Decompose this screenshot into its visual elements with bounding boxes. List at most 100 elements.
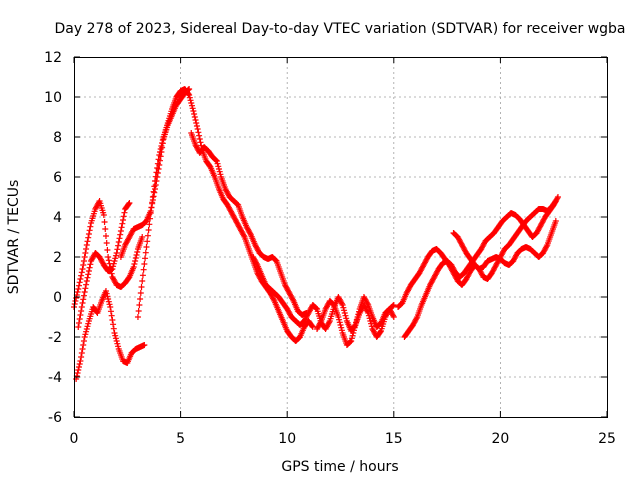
data-point	[85, 268, 92, 274]
data-point	[84, 274, 91, 281]
data-point	[112, 335, 119, 342]
y-tick-label: 12	[44, 50, 62, 66]
data-point	[107, 308, 114, 315]
data-point	[155, 156, 162, 163]
data-point	[341, 310, 348, 316]
data-point	[110, 325, 117, 332]
data-point	[78, 354, 85, 360]
data-point	[135, 308, 142, 314]
series-track-i	[401, 194, 561, 340]
data-point	[141, 342, 148, 348]
data-point	[117, 228, 124, 234]
y-tick-label: -6	[48, 410, 62, 426]
data-point	[76, 361, 83, 367]
data-point	[110, 321, 117, 328]
data-point	[101, 219, 108, 225]
data-point	[368, 323, 375, 330]
chart-title: Day 278 of 2023, Sidereal Day-to-day VTE…	[54, 21, 625, 37]
data-point	[335, 314, 342, 320]
data-point	[240, 232, 247, 239]
data-point	[132, 255, 139, 261]
data-point	[84, 238, 91, 245]
data-point	[77, 358, 84, 364]
series-track-e	[134, 86, 316, 344]
series-track-k	[450, 218, 559, 272]
data-point	[105, 298, 112, 305]
data-point	[126, 200, 133, 206]
data-point	[113, 250, 120, 256]
data-point	[80, 342, 87, 348]
data-point	[142, 255, 149, 262]
data-point	[543, 243, 550, 250]
data-point	[80, 296, 87, 303]
data-point	[83, 242, 90, 248]
data-point	[215, 163, 222, 170]
data-point	[109, 317, 116, 323]
data-point	[81, 289, 88, 295]
data-point	[84, 323, 91, 330]
data-point	[309, 323, 316, 329]
data-point	[139, 234, 146, 240]
data-point	[78, 269, 85, 276]
data-point	[119, 220, 126, 227]
data-point	[367, 318, 374, 324]
y-tick-label: 2	[53, 250, 62, 266]
x-tick-label: 0	[70, 431, 79, 447]
data-point	[340, 304, 347, 311]
data-point	[78, 304, 85, 310]
data-point	[349, 332, 356, 339]
data-point	[214, 160, 221, 167]
data-point	[103, 290, 110, 297]
series-track-a	[71, 198, 146, 310]
data-point	[197, 139, 204, 146]
data-point	[72, 298, 79, 304]
data-point	[365, 310, 372, 316]
data-point	[118, 224, 125, 231]
data-point	[137, 290, 144, 296]
data-point	[132, 258, 139, 264]
data-point	[413, 315, 420, 322]
series-track-c	[75, 200, 133, 330]
data-point	[74, 370, 81, 376]
data-point	[147, 210, 154, 216]
data-point	[102, 233, 109, 239]
data-point	[326, 319, 333, 326]
data-point	[138, 284, 145, 290]
data-point	[80, 262, 87, 268]
data-point	[194, 126, 201, 132]
data-point	[83, 281, 90, 288]
data-point	[81, 334, 88, 340]
data-point	[116, 235, 123, 242]
data-point	[552, 198, 559, 204]
y-tick-label: 10	[44, 90, 62, 106]
data-point	[77, 276, 84, 282]
data-point	[337, 322, 344, 328]
series-track-g	[250, 254, 397, 334]
data-point	[85, 271, 92, 278]
data-point	[215, 166, 222, 172]
data-point	[106, 301, 113, 308]
data-point	[157, 146, 164, 152]
data-point	[159, 137, 166, 143]
data-point	[75, 367, 82, 373]
data-point	[105, 296, 112, 302]
data-point	[348, 338, 355, 344]
data-point	[552, 199, 559, 205]
data-point	[85, 234, 92, 241]
data-point	[134, 249, 141, 255]
data-point	[130, 264, 137, 270]
data-point	[104, 293, 111, 300]
data-point	[113, 338, 120, 344]
x-tick-label: 15	[385, 431, 403, 447]
data-point	[156, 149, 163, 155]
x-tick-label: 5	[176, 431, 185, 447]
data-point	[76, 316, 83, 322]
data-point	[80, 258, 87, 264]
data-point	[139, 278, 146, 284]
data-point	[139, 272, 146, 279]
data-point	[342, 312, 349, 319]
data-point	[191, 111, 198, 117]
data-point	[377, 329, 384, 335]
data-point	[121, 209, 128, 216]
